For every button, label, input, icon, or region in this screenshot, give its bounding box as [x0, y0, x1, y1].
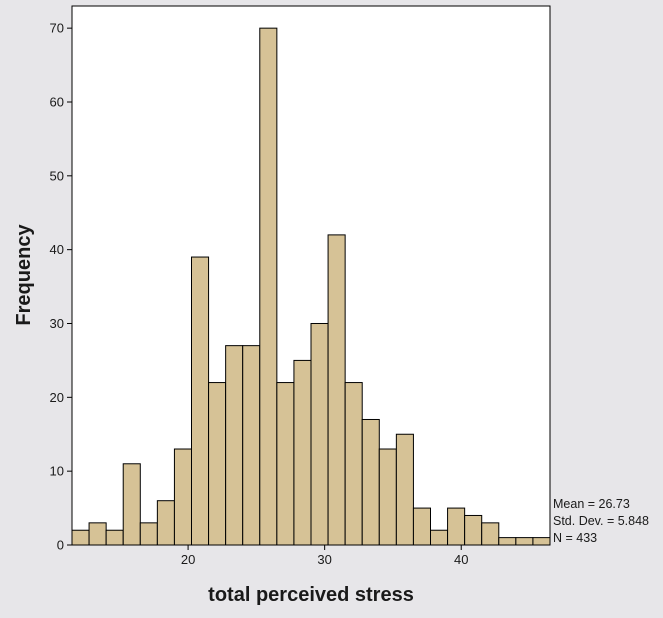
histogram-bar: [344, 382, 363, 546]
plot-frame: [71, 5, 551, 546]
histogram-bar: [310, 322, 329, 546]
histogram-bar: [139, 522, 158, 546]
y-axis-title: Frequency: [13, 224, 35, 326]
y-tick-label: 60: [50, 94, 64, 109]
y-tick-label: 70: [50, 21, 64, 36]
x-tick-label: 40: [454, 552, 468, 567]
histogram-bar: [498, 537, 517, 546]
y-tick-label: 20: [50, 390, 64, 405]
x-axis: 20 30 40: [181, 545, 468, 567]
histogram-bar: [173, 448, 193, 546]
y-tick-label: 10: [50, 464, 64, 479]
histogram-bar: [105, 529, 124, 546]
histogram-bar: [191, 256, 210, 546]
y-tick-label: 30: [50, 316, 64, 331]
histogram-bar: [412, 507, 431, 546]
y-tick-label: 40: [50, 242, 64, 257]
histogram-bar: [259, 27, 278, 546]
stats-std-dev: Std. Dev. = 5.848: [553, 514, 649, 528]
y-tick-label: 0: [57, 538, 64, 553]
histogram-bar: [378, 448, 397, 546]
histogram-bar: [225, 345, 244, 546]
stats-n: N = 433: [553, 531, 597, 545]
histogram-bar: [327, 234, 346, 546]
x-axis-title: total perceived stress: [208, 584, 414, 606]
histogram-bar: [361, 418, 380, 546]
histogram-bar: [481, 522, 500, 546]
histogram-bar: [208, 382, 227, 546]
histogram-bar: [430, 529, 449, 546]
histogram-bar: [447, 507, 466, 546]
histogram-bar: [88, 522, 107, 546]
histogram-bar: [242, 345, 261, 546]
x-tick-label: 30: [317, 552, 331, 567]
x-tick-label: 20: [181, 552, 195, 567]
stats-mean: Mean = 26.73: [553, 497, 630, 511]
histogram-bar: [122, 463, 141, 546]
histogram-bar: [395, 433, 414, 546]
histogram-bar: [532, 537, 551, 546]
histogram-bar: [293, 359, 312, 546]
histogram-bar: [276, 382, 295, 546]
histogram-bar: [515, 537, 534, 546]
histogram-bar: [156, 500, 175, 546]
histogram-bar: [464, 514, 483, 546]
histogram-bar: [71, 529, 90, 546]
y-tick-label: 50: [50, 168, 64, 183]
y-axis: 0 10 20 30 40 50 60 70: [50, 21, 72, 553]
